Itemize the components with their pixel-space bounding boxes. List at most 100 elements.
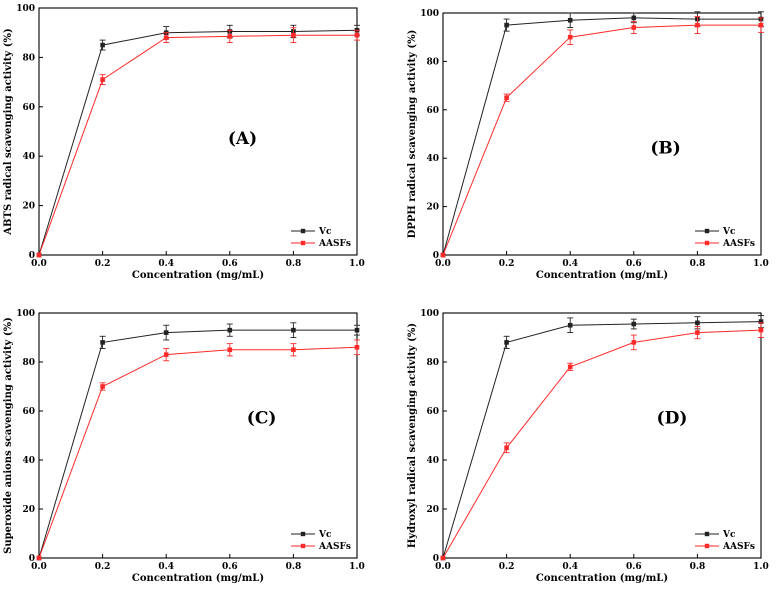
x-tick-label: 0.6 [626,562,642,572]
y-tick-label: 0 [433,554,439,564]
legend-marker [300,543,306,549]
y-tick-label: 20 [426,203,439,213]
legend: Vc AASFs [695,530,755,552]
data-point [291,32,296,38]
legend-label: Vc [318,227,332,237]
series-line [38,329,357,559]
x-tick-label: 0.6 [222,562,238,572]
data-point [504,95,509,100]
data-point [100,77,105,82]
data-point [291,327,296,333]
legend-marker [704,543,710,549]
data-point [631,340,637,345]
y-tick-label: 80 [426,358,439,368]
legend-marker [704,240,710,246]
series-line [38,346,358,559]
x-tick-label: 0.2 [95,259,111,269]
series-aasfs [440,16,764,258]
x-tick-label: 1.0 [349,562,365,572]
chart-panel-4: 0.0 0.2 0.4 0.6 0.8 1.0 0 20 40 60 80 100 Concentrat… [407,309,769,584]
y-axis-label: ABTS radical scavenging activity (%) [3,28,14,235]
y-tick-label: 100 [420,9,439,19]
plot-frame [38,312,358,559]
x-tick-label: 0.4 [158,562,174,572]
x-axis-label: Concentration (mg/mL) [536,270,668,281]
x-tick-label: 0.6 [222,259,238,269]
series-vc [440,315,764,561]
data-point [567,17,573,23]
data-point [227,34,233,39]
series-line [442,329,762,559]
data-point [504,340,509,345]
x-tick-label: 0.4 [562,562,578,572]
data-point [163,330,169,335]
x-tick-label: 0.8 [286,259,302,269]
x-tick-label: 0.0 [31,562,47,572]
chart-panel-3: 0.0 0.2 0.4 0.6 0.8 1.0 0 20 40 60 80 100 Concentrat… [3,309,365,584]
legend-marker [300,240,306,246]
plot-frame [38,7,358,256]
x-tick-label: 0.4 [562,259,578,269]
y-tick-label: 40 [22,152,35,162]
data-point [504,22,509,28]
data-point [354,327,360,333]
x-axis-label: Concentration (mg/mL) [132,573,264,584]
data-point [695,320,700,326]
panel-label: (B) [650,138,680,158]
data-point [227,347,233,353]
data-point [163,35,169,40]
data-point [354,345,360,350]
y-tick-label: 100 [16,309,35,319]
x-tick-label: 0.2 [499,259,515,269]
legend-label: Vc [722,227,736,237]
y-tick-label: 0 [29,554,35,564]
legend: Vc AASFs [695,227,755,249]
x-tick-label: 0.8 [690,562,706,572]
y-tick-label: 60 [22,407,35,417]
data-point [36,252,42,258]
data-point [36,555,42,561]
legend-label: AASFs [318,239,351,249]
y-axis-label: DPPH radical scavenging activity (%) [407,30,418,239]
legend-label: AASFs [722,239,755,249]
series-vc [36,322,360,561]
x-tick-label: 0.2 [95,562,111,572]
panel-label: (C) [247,408,277,428]
x-tick-label: 1.0 [753,259,769,269]
data-point [440,555,446,561]
y-tick-label: 0 [29,251,35,261]
legend-marker [300,531,306,537]
series-line [442,17,761,256]
x-tick-label: 0.0 [435,562,451,572]
data-point [440,252,446,258]
data-point [758,327,764,333]
x-tick-label: 0.4 [158,259,174,269]
y-tick-label: 0 [433,251,439,261]
y-axis-label: Hydroxyl radical scavenging activity (%) [407,323,418,548]
y-tick-label: 60 [22,103,35,113]
chart-panel-1: 0.0 0.2 0.4 0.6 0.8 1.0 0 20 40 60 80 100 Concentrat… [3,4,365,281]
legend-marker [300,228,306,234]
data-point [631,15,637,21]
x-tick-label: 0.8 [690,259,706,269]
x-tick-label: 1.0 [753,562,769,572]
x-tick-label: 0.0 [31,259,47,269]
data-point [631,25,637,30]
series-line [442,321,762,559]
series-line [38,34,357,256]
x-tick-label: 0.6 [626,259,642,269]
data-point [695,330,700,335]
data-point [354,32,360,38]
series-line [38,29,358,256]
y-axis-label: Superoxide anions scavenging activity (%… [3,317,14,554]
panel-label: (D) [657,408,688,428]
chart-panel-2: 0.0 0.2 0.4 0.6 0.8 1.0 0 20 40 60 80 100 Concentrat… [407,9,769,281]
legend: Vc AASFs [291,227,351,249]
data-point [291,347,296,353]
y-tick-label: 80 [22,358,35,368]
x-tick-label: 1.0 [349,259,365,269]
data-point [758,319,764,324]
series-aasfs [36,27,360,258]
data-point [631,321,637,327]
